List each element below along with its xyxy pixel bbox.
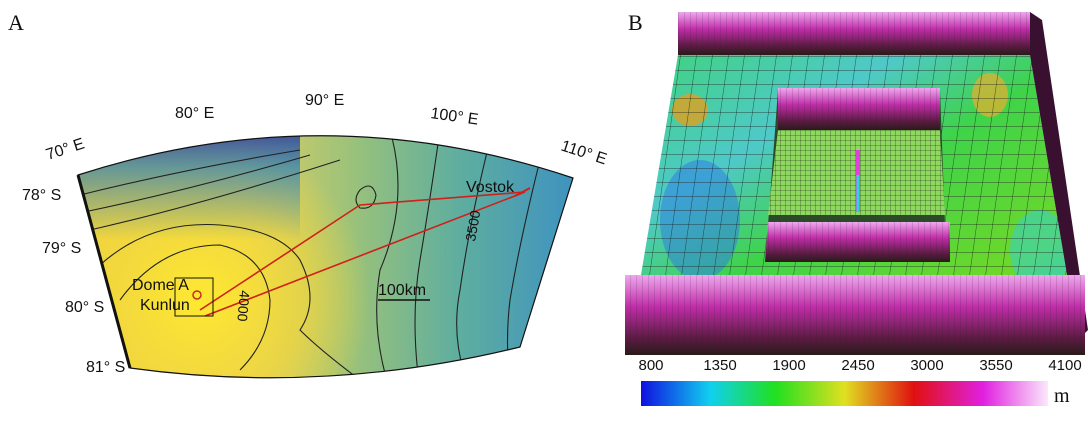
lon-label: 80° E bbox=[175, 105, 214, 122]
lon-label: 110° E bbox=[559, 138, 609, 169]
lon-label: 100° E bbox=[429, 105, 479, 129]
lat-label: 78° S bbox=[22, 187, 61, 204]
place-label: Kunlun bbox=[140, 297, 190, 314]
lat-label: 79° S bbox=[42, 240, 81, 257]
place-label: Vostok bbox=[466, 179, 515, 196]
colorbar bbox=[641, 381, 1048, 406]
mesh-model bbox=[625, 12, 1088, 355]
place-label: Dome A bbox=[132, 277, 189, 294]
figure: A 70° E 80° E 90° E 100° E 110° E 78° S … bbox=[0, 0, 1088, 434]
colorbar-tick-label: 4100 bbox=[1048, 357, 1081, 374]
colorbar-unit: m bbox=[1054, 385, 1070, 407]
lat-label: 81° S bbox=[86, 359, 125, 376]
panel-label: A bbox=[8, 10, 24, 35]
lon-label: 90° E bbox=[305, 92, 344, 109]
panel-label: B bbox=[628, 10, 643, 35]
lon-label: 70° E bbox=[44, 135, 87, 163]
scale-label: 100km bbox=[378, 282, 426, 299]
page: {"panel_a": {"label": "A", "longitude_la… bbox=[0, 0, 1088, 434]
colorbar-ticks: 800 1350 1900 2450 3000 3550 4100 bbox=[638, 357, 1081, 374]
lat-label: 80° S bbox=[65, 299, 104, 316]
colorbar-tick-label: 3000 bbox=[910, 357, 943, 374]
contour-label: 4000 bbox=[234, 290, 253, 323]
colorbar-tick-label: 3550 bbox=[979, 357, 1012, 374]
colorbar-tick-label: 1350 bbox=[703, 357, 736, 374]
map bbox=[60, 90, 590, 400]
colorbar-tick-label: 800 bbox=[638, 357, 663, 374]
colorbar-tick-label: 1900 bbox=[772, 357, 805, 374]
colorbar-tick-label: 2450 bbox=[841, 357, 874, 374]
